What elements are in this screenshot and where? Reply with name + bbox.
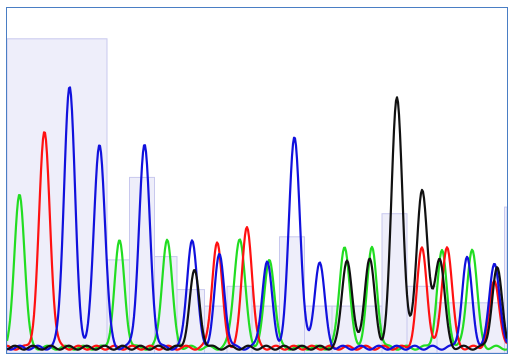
trace-line: [7, 86, 507, 351]
quality-bars: [7, 38, 507, 353]
quality-bar: [279, 236, 305, 353]
trace-lines: [7, 86, 507, 351]
chromatogram-panel: [6, 7, 508, 354]
trace-line: [7, 96, 507, 351]
quality-bar: [381, 213, 408, 353]
chromatogram-chart: [7, 38, 507, 353]
quality-bar: [504, 206, 507, 353]
quality-bar: [406, 285, 438, 353]
trace-line: [7, 131, 507, 351]
quality-bar: [7, 38, 108, 353]
